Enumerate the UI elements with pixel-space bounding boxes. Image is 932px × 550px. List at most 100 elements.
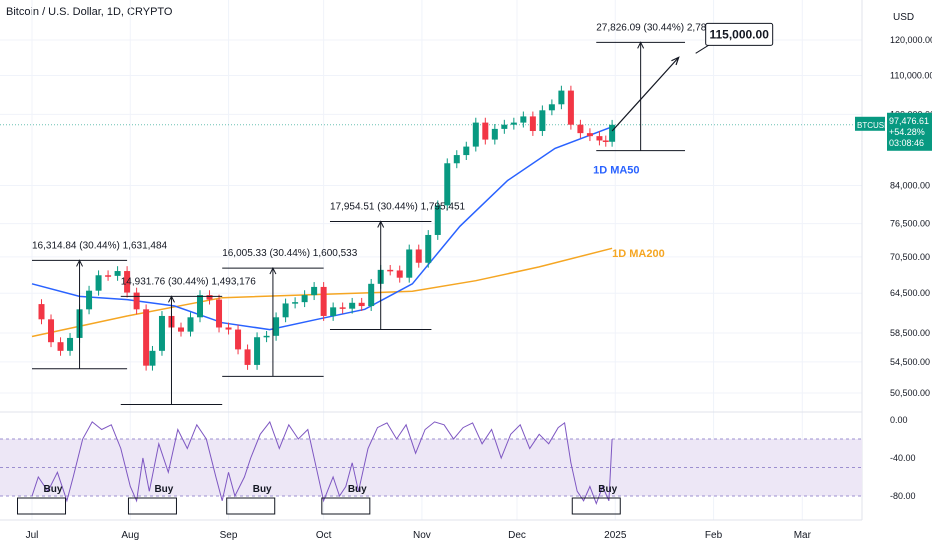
price-tick-8: 54,500.00 <box>890 357 930 367</box>
rsi-band <box>0 439 862 496</box>
candle-42 <box>425 234 432 263</box>
time-tick-0: Jul <box>26 530 39 541</box>
rsi-line <box>31 420 613 506</box>
candle-55 <box>548 104 555 111</box>
measure-label-3: 17,954.51 (30.44%) 1,795,451 <box>330 201 466 212</box>
time-tick-6: 2025 <box>604 530 627 541</box>
price-tick-1: 110,000.00 <box>890 70 932 80</box>
candle-12 <box>143 309 150 366</box>
candle-30 <box>311 286 318 296</box>
candle-48 <box>482 122 489 140</box>
candle-41 <box>415 249 422 263</box>
candle-3 <box>57 342 64 351</box>
candle-47 <box>472 122 479 147</box>
price-tag <box>887 112 932 151</box>
candle-16 <box>177 327 184 332</box>
buy-label-1: Buy <box>154 484 173 495</box>
candle-58 <box>577 124 584 134</box>
buy-box-4 <box>571 497 621 515</box>
ma-annotation-0: 1D MA50 <box>593 165 639 177</box>
candle-45 <box>453 155 460 164</box>
price-tick-3: 84,000.00 <box>890 180 930 190</box>
candle-50 <box>501 124 508 129</box>
measure-label-4: 27,826.09 (30.44%) 2,782,609 <box>596 22 732 33</box>
time-tick-4: Nov <box>413 530 431 541</box>
candle-2 <box>48 319 55 343</box>
candle-13 <box>149 350 156 366</box>
candle-34 <box>349 302 356 309</box>
target-label: 115,000.00 <box>709 27 769 41</box>
buy-box-3 <box>321 497 371 515</box>
measure-arrow-2 <box>269 266 277 275</box>
candle-6 <box>86 290 93 310</box>
measure-label-0: 16,314.84 (30.44%) 1,631,484 <box>32 240 168 251</box>
candle-14 <box>158 315 165 351</box>
symbol-tag <box>855 116 885 131</box>
candle-25 <box>263 335 270 338</box>
candle-18 <box>197 295 204 318</box>
candle-27 <box>282 303 289 318</box>
time-tick-5: Dec <box>508 530 526 541</box>
price-tick-9: 50,500.00 <box>890 388 930 398</box>
ma200-line <box>31 247 613 338</box>
candle-59 <box>586 133 593 137</box>
price-tag-countdown: 03:08:46 <box>889 138 924 148</box>
candle-57 <box>567 90 574 125</box>
candle-51 <box>510 122 517 125</box>
price-tick-7: 58,500.00 <box>890 328 930 338</box>
candle-19 <box>206 295 213 300</box>
candle-60 <box>596 136 603 141</box>
time-tick-3: Oct <box>316 530 332 541</box>
candle-38 <box>387 269 394 272</box>
candle-17 <box>187 317 194 332</box>
price-axis-label: USD <box>893 12 914 23</box>
time-tick-2: Sep <box>220 530 238 541</box>
projection-arrow <box>611 56 680 132</box>
candle-21 <box>225 327 232 330</box>
candle-10 <box>124 271 131 293</box>
price-tick-0: 120,000.00 <box>890 35 932 45</box>
measure-label-1: 14,931.76 (30.44%) 1,493,176 <box>121 276 257 287</box>
candle-49 <box>491 128 498 140</box>
candle-44 <box>444 163 451 206</box>
buy-box-2 <box>226 497 276 515</box>
price-tag-price: 97,476.61 <box>889 116 929 126</box>
candle-7 <box>95 275 102 291</box>
measure-arrow-0 <box>76 259 83 267</box>
buy-label-4: Buy <box>598 484 617 495</box>
buy-box-1 <box>127 497 177 515</box>
candle-26 <box>273 317 280 336</box>
measure-arrow-1 <box>168 295 175 303</box>
buy-label-0: Buy <box>44 484 63 495</box>
rsi-tick-0: 0.00 <box>890 415 908 425</box>
candle-43 <box>434 205 441 235</box>
buy-box-0 <box>17 497 67 515</box>
target-box <box>705 22 774 46</box>
candle-62 <box>609 124 616 142</box>
candle-9 <box>114 271 121 276</box>
buy-label-2: Buy <box>253 484 272 495</box>
ma-annotation-1: 1D MA200 <box>612 248 665 260</box>
rsi-tick-2: -80.00 <box>890 491 916 501</box>
candle-28 <box>292 302 299 304</box>
candle-22 <box>235 329 242 350</box>
candle-61 <box>602 140 609 142</box>
symbol-tag-label: BTCUSD <box>857 121 890 130</box>
candle-56 <box>558 90 565 105</box>
candle-23 <box>244 349 251 365</box>
candle-31 <box>320 286 327 316</box>
rsi-tick-1: -40.00 <box>890 453 916 463</box>
buy-label-3: Buy <box>348 484 367 495</box>
candle-35 <box>358 302 365 307</box>
projection-arrowhead <box>671 56 680 66</box>
candle-1 <box>38 304 45 320</box>
price-tick-6: 64,500.00 <box>890 288 930 298</box>
candle-54 <box>539 110 546 132</box>
candle-11 <box>133 292 140 310</box>
candle-29 <box>301 295 308 303</box>
measure-arrow-3 <box>377 220 385 228</box>
candle-40 <box>406 249 413 278</box>
candle-52 <box>520 116 527 123</box>
candle-20 <box>216 299 223 328</box>
